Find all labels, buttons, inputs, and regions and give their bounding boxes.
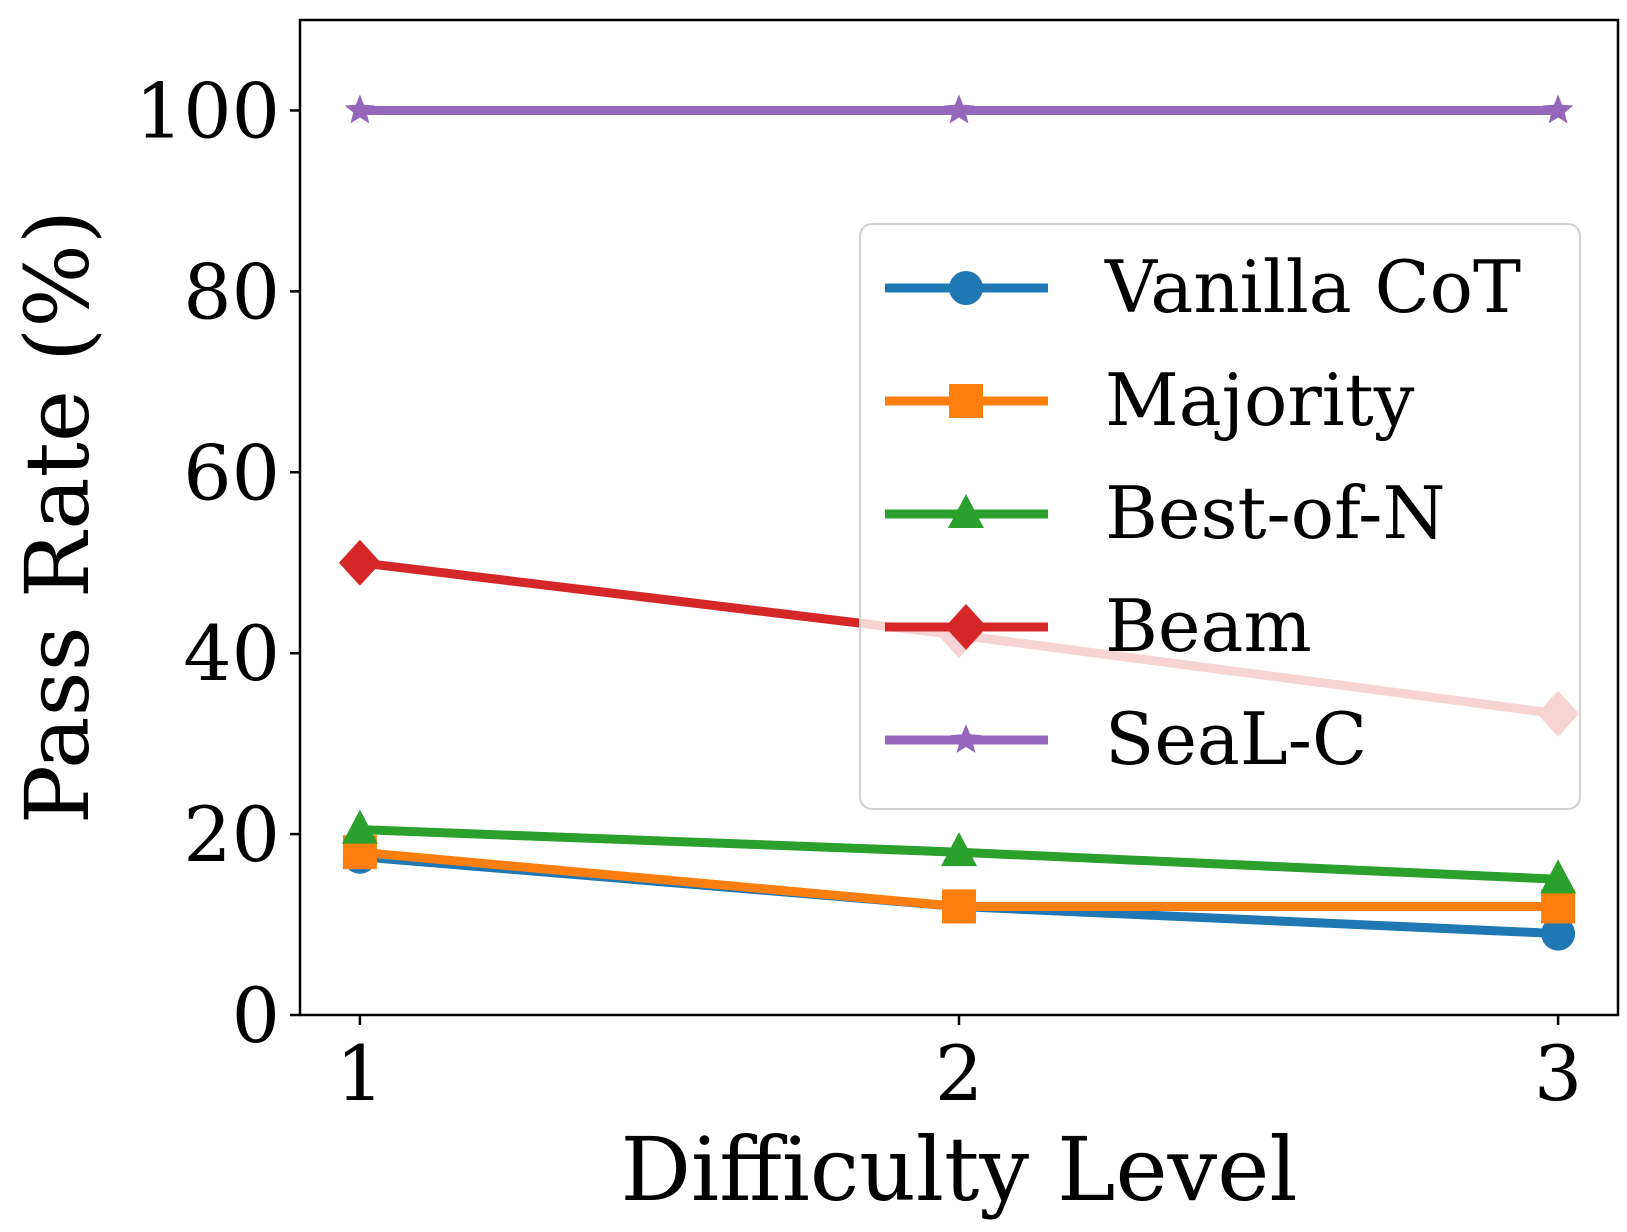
series-seal-c	[344, 94, 1574, 124]
legend-star-marker	[950, 724, 982, 753]
legend-triangle-marker	[948, 494, 984, 528]
y-tick-label: 0	[232, 971, 280, 1060]
y-tick-label: 60	[183, 428, 280, 517]
legend-item: SeaL-C	[885, 697, 1367, 781]
y-tick-label: 80	[183, 247, 280, 336]
y-axis-ticks: 0 20 40 60 80 100	[135, 66, 300, 1060]
legend: Vanilla CoT Majority Best-of-N Beam SeaL-C	[859, 223, 1581, 810]
data-point-star-marker	[344, 94, 376, 124]
legend-item: Beam	[885, 584, 1312, 668]
data-point-triangle-marker	[941, 832, 977, 867]
legend-box	[859, 223, 1581, 810]
legend-label: Majority	[1105, 358, 1415, 442]
legend-item: Vanilla CoT	[885, 245, 1521, 329]
y-tick-label: 20	[183, 790, 280, 879]
y-axis-title: Pass Rate (%)	[6, 210, 109, 824]
data-point-triangle-marker	[1540, 859, 1577, 894]
data-point-diamond-marker	[338, 539, 381, 586]
y-tick-label: 100	[135, 66, 280, 155]
legend-item: Best-of-N	[885, 471, 1446, 555]
y-tick-label: 40	[183, 609, 280, 698]
legend-circle-marker	[949, 271, 983, 305]
x-axis-title: Difficulty Level	[621, 1118, 1298, 1221]
series-best-of-n	[341, 809, 1577, 894]
legend-label: SeaL-C	[1105, 697, 1367, 781]
legend-label: Best-of-N	[1105, 471, 1446, 555]
data-point-square-marker	[942, 889, 976, 924]
x-tick-label: 3	[1534, 1029, 1582, 1118]
x-tick-label: 1	[336, 1029, 384, 1118]
data-point-circle-marker	[1541, 916, 1576, 951]
data-point-star-marker	[1542, 94, 1574, 124]
x-tick-label: 2	[935, 1029, 983, 1118]
legend-label: Vanilla CoT	[1104, 245, 1521, 329]
data-point-triangle-marker	[341, 809, 378, 844]
legend-label: Beam	[1105, 584, 1312, 668]
data-point-star-marker	[943, 94, 975, 124]
legend-item: Majority	[885, 358, 1415, 442]
legend-square-marker	[949, 384, 983, 418]
x-axis-ticks: 1 2 3	[336, 1015, 1582, 1118]
legend-diamond-marker	[945, 604, 987, 650]
series-majority	[342, 835, 1576, 924]
data-point-square-marker	[1541, 889, 1576, 924]
